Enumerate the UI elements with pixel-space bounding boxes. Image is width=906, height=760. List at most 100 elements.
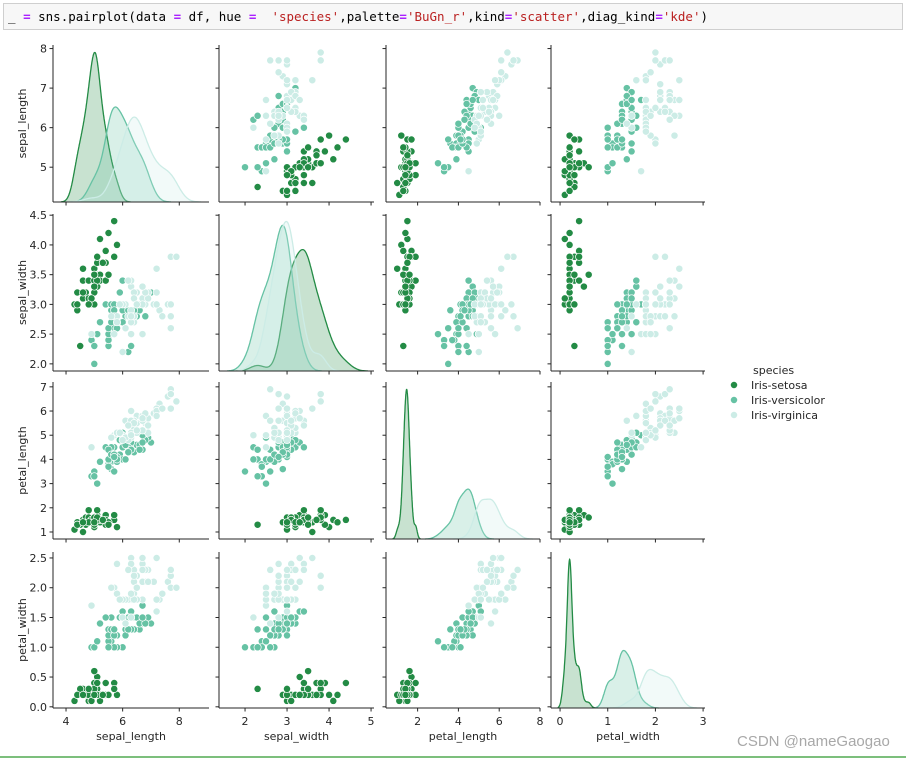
y-tick-label: 1.5 [30, 611, 48, 624]
scatter-point-Iris-virginica [274, 56, 283, 65]
scatter-point-Iris-virginica [661, 416, 669, 425]
scatter-point-Iris-versicolor [270, 607, 279, 616]
scatter-point-Iris-versicolor [440, 643, 449, 652]
scatter-point-Iris-setosa [405, 270, 414, 279]
subplot-petal_length-vs-sepal_width [215, 382, 374, 543]
scatter-point-Iris-virginica [665, 421, 674, 430]
scatter-point-Iris-setosa [283, 684, 291, 693]
scatter-point-Iris-setosa [565, 506, 574, 515]
scatter-point-Iris-virginica [295, 96, 304, 104]
scatter-point-Iris-versicolor [253, 643, 262, 652]
scatter-point-Iris-virginica [138, 330, 147, 339]
y-axis-label: sepal_length [16, 89, 29, 159]
scatter-point-Iris-setosa [90, 690, 99, 699]
scatter-point-Iris-setosa [299, 679, 308, 687]
scatter-point-Iris-versicolor [299, 123, 308, 132]
scatter-point-Iris-versicolor [456, 312, 465, 321]
scatter-point-Iris-setosa [79, 690, 87, 699]
scatter-point-Iris-virginica [166, 565, 175, 574]
subplot-petal_width-vs-petal_length: 2 4 6 8 petal_length [382, 552, 544, 743]
x-tick-label: 0 [557, 715, 564, 728]
scatter-point-Iris-virginica [474, 111, 483, 120]
scatter-point-Iris-setosa [253, 520, 262, 529]
scatter-point-Iris-versicolor [632, 276, 641, 285]
scatter-point-Iris-setosa [565, 229, 574, 237]
code-token: ) [700, 9, 709, 24]
scatter-point-Iris-virginica [158, 589, 167, 598]
scatter-point-Iris-setosa [113, 240, 121, 249]
kde-fill-Iris-virginica [608, 669, 698, 708]
scatter-point-Iris-virginica [483, 565, 491, 574]
scatter-point-Iris-virginica [513, 565, 522, 574]
scatter-point-Iris-virginica [651, 397, 660, 406]
x-tick-label: 1 [604, 715, 611, 728]
scatter-point-Iris-virginica [487, 294, 495, 303]
scatter-point-Iris-setosa [411, 679, 420, 687]
subplot-sepal_length-vs-petal_length [382, 45, 541, 206]
scatter-point-Iris-setosa [113, 523, 121, 532]
scatter-point-Iris-versicolor [608, 479, 617, 488]
scatter-point-Iris-virginica [274, 68, 283, 77]
scatter-point-Iris-virginica [287, 416, 296, 425]
scatter-point-Iris-setosa [98, 515, 107, 524]
y-tick-label: 0.5 [30, 671, 48, 684]
scatter-point-Iris-virginica [491, 607, 500, 616]
scatter-point-Iris-virginica [172, 583, 181, 592]
scatter-point-Iris-versicolor [618, 330, 626, 339]
scatter-point-Iris-virginica [152, 595, 161, 604]
y-tick-label: 3.5 [30, 269, 48, 282]
scatter-point-Iris-virginica [266, 619, 275, 628]
scatter-point-Iris-virginica [127, 431, 136, 440]
scatter-point-Iris-virginica [166, 300, 175, 309]
scatter-point-Iris-setosa [325, 131, 334, 140]
scatter-point-Iris-virginica [138, 565, 147, 574]
scatter-point-Iris-virginica [132, 583, 141, 592]
scatter-point-Iris-setosa [304, 520, 313, 529]
scatter-point-Iris-setosa [401, 163, 410, 172]
scatter-point-Iris-setosa [253, 183, 262, 191]
kde-fill-Iris-versicolor [227, 225, 322, 371]
scatter-point-Iris-virginica [675, 404, 684, 413]
scatter-point-Iris-setosa [575, 159, 584, 168]
scatter-point-Iris-virginica [158, 312, 167, 321]
scatter-point-Iris-virginica [152, 264, 161, 273]
scatter-point-Iris-virginica [138, 282, 147, 291]
scatter-point-Iris-setosa [101, 246, 110, 255]
scatter-point-Iris-setosa [333, 690, 342, 699]
scatter-point-Iris-virginica [87, 330, 96, 339]
scatter-point-Iris-virginica [127, 407, 136, 415]
scatter-point-Iris-virginica [283, 428, 291, 437]
scatter-point-Iris-setosa [93, 506, 102, 515]
code-token: df, hue [181, 9, 249, 24]
scatter-point-Iris-setosa [90, 518, 99, 527]
scatter-point-Iris-virginica [291, 583, 300, 592]
scatter-point-Iris-setosa [341, 135, 350, 144]
scatter-point-Iris-setosa [560, 235, 569, 243]
scatter-point-Iris-versicolor [262, 637, 270, 646]
scatter-point-Iris-versicolor [444, 324, 453, 333]
legend-marker-Iris-versicolor [730, 396, 738, 404]
watermark: CSDN @nameGaogao [737, 733, 890, 750]
legend-label: Iris-versicolor [751, 394, 825, 407]
scatter-point-Iris-virginica [291, 76, 300, 85]
scatter-point-Iris-setosa [110, 511, 119, 520]
scatter-point-Iris-setosa [101, 679, 110, 687]
scatter-point-Iris-virginica [152, 554, 161, 562]
scatter-point-Iris-setosa [329, 696, 338, 705]
scatter-point-Iris-versicolor [464, 276, 473, 285]
code-cell[interactable]: _ = sns.pairplot(data = df, hue = 'speci… [3, 3, 903, 30]
scatter-point-Iris-versicolor [627, 294, 636, 303]
scatter-point-Iris-virginica [501, 306, 510, 315]
scatter-point-Iris-virginica [622, 416, 631, 425]
scatter-point-Iris-virginica [651, 103, 660, 112]
scatter-point-Iris-versicolor [115, 288, 124, 297]
code-token: = [655, 9, 663, 24]
scatter-point-Iris-virginica [283, 595, 291, 604]
scatter-point-Iris-virginica [646, 111, 655, 120]
scatter-point-Iris-virginica [291, 565, 300, 574]
x-tick-label: 8 [537, 715, 544, 728]
scatter-point-Iris-versicolor [622, 155, 631, 164]
scatter-point-Iris-virginica [483, 276, 491, 285]
code-token: 'kde' [662, 9, 701, 24]
subplot-sepal_length-vs-sepal_length: 5 6 7 8 sepal_length [16, 43, 209, 206]
